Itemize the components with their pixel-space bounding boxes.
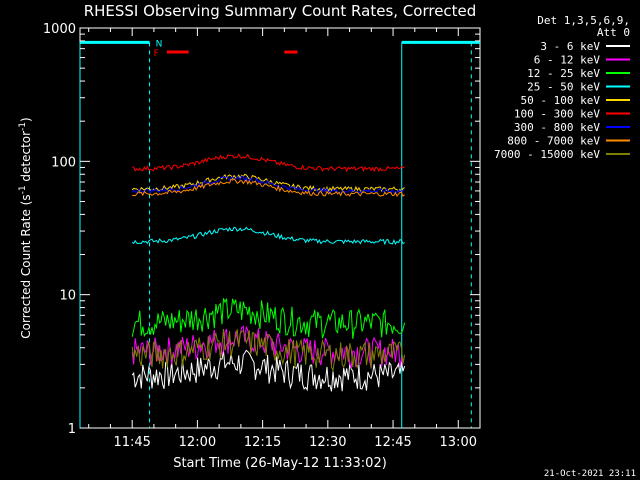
footer-timestamp: 21-Oct-2021 23:11 [544,469,636,479]
legend-header-line-1: Det 1,3,5,6,9, [537,14,630,27]
x-tick-label: 12:15 [244,435,281,450]
series-line-5 [132,153,405,173]
y-tick-label: 1000 [43,22,76,37]
y-axis-label-sup2: -1 [18,122,28,131]
x-tick-label: 12:30 [309,435,346,450]
y-axis-label-main: Corrected Count Rate (s [19,194,33,338]
legend-entry-label: 800 - 7000 keV [507,135,600,148]
series-line-0 [131,349,406,392]
flag-letter-f: F [154,49,159,59]
y-axis-label: Corrected Count Rate (s-1 detector-1) [18,117,33,338]
series-layer [131,153,406,392]
series-line-8 [131,328,406,373]
plot-border [79,27,481,429]
series-line-2 [131,298,406,339]
axis-layer: 11:45 12:00 12:15 12:30 12:45 13:00 1 10 100 1000 [43,22,481,450]
x-axis-label: Start Time (26-May-12 11:33:02) [173,456,387,471]
legend-entry-label: 50 - 100 keV [521,94,601,107]
legend-entry-label: 12 - 25 keV [527,67,600,80]
y-tick-label: 10 [59,289,76,304]
x-tick-label: 12:00 [179,435,216,450]
legend-entry-label: 25 - 50 keV [527,81,600,94]
y-tick-label: 1 [68,422,76,437]
x-tick-label: 11:45 [113,435,150,450]
flag-letter-n: N [156,39,163,49]
legend-entry-label: 3 - 6 keV [540,40,600,53]
chart-title: RHESSI Observing Summary Count Rates, Co… [84,2,477,20]
plot-frame [79,27,481,429]
x-tick-label: 13:00 [440,435,477,450]
y-axis-label-mid: detector [19,131,33,186]
y-axis-label-sup1: -1 [18,185,28,194]
y-tick-label: 100 [51,155,76,170]
legend-entry-label: 100 - 300 keV [514,108,600,121]
series-line-1 [131,325,406,370]
series-line-3 [131,226,405,246]
legend-entry-label: 6 - 12 keV [534,54,601,67]
legend-entry-label: 7000 - 15000 keV [494,148,600,161]
x-tick-label: 12:45 [374,435,411,450]
series-line-4 [131,173,405,193]
legend-header-line-2: Att 0 [597,26,630,39]
legend-entry-label: 300 - 800 keV [514,121,600,134]
y-axis-label-end: ) [19,117,33,122]
flag-layer: NF [79,39,480,428]
series-line-7 [132,178,405,197]
